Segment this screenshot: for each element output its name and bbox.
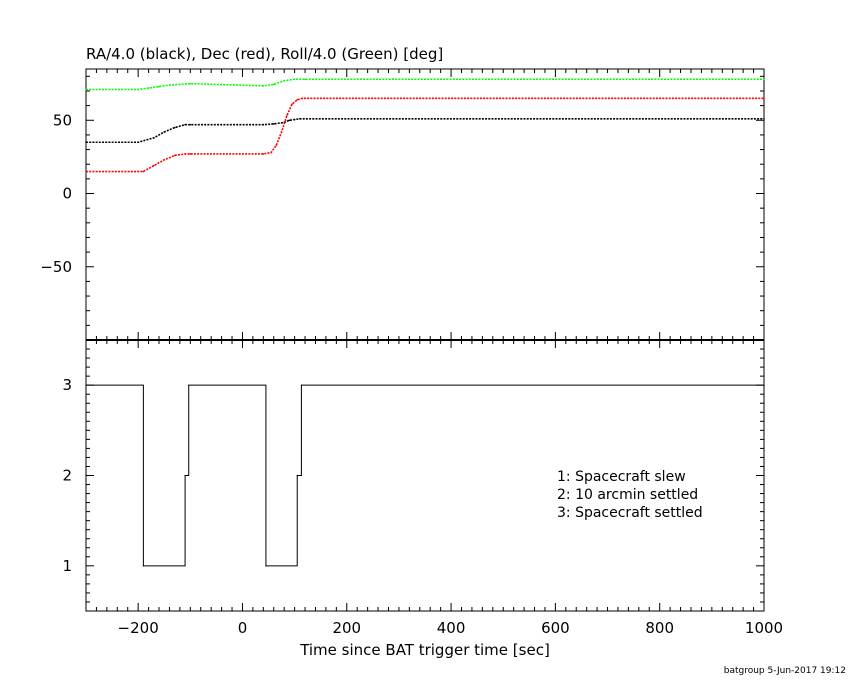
bottom-series-group: [85, 384, 765, 567]
data-point: [163, 159, 166, 161]
data-point: [184, 153, 186, 155]
x-tick-label: 200: [332, 619, 361, 637]
bottom-axis-ticks: [85, 339, 765, 612]
data-point: [275, 144, 278, 146]
y-tick-label: 0: [62, 185, 72, 203]
top-chart-title: RA/4.0 (black), Dec (red), Roll/4.0 (Gre…: [86, 45, 443, 63]
data-point: [291, 103, 293, 105]
data-point: [137, 141, 139, 144]
y-tick-label: 3: [62, 376, 72, 394]
data-point: [763, 97, 765, 100]
data-point: [142, 565, 144, 567]
series-line-2: [86, 78, 764, 91]
legend-line-3: 3: Spacecraft settled: [557, 505, 703, 521]
data-point: [189, 82, 192, 85]
data-point: [168, 84, 171, 86]
status-step-line: [86, 384, 764, 567]
data-point: [763, 118, 765, 120]
x-tick-label: 400: [437, 619, 466, 637]
data-point: [296, 98, 299, 101]
footer-credit: batgroup 5-Jun-2017 19:12: [724, 666, 846, 676]
data-point: [293, 78, 296, 81]
data-point: [763, 78, 765, 81]
tick-labels: −50 0 50 1 2 3 −200 0 200 400 600 800 1000: [40, 111, 783, 637]
data-point: [262, 85, 265, 87]
data-point: [270, 151, 272, 154]
data-point: [85, 141, 87, 144]
x-tick-label: 800: [645, 619, 674, 637]
data-point: [296, 474, 298, 477]
data-point: [147, 87, 150, 89]
data-point: [272, 123, 275, 125]
data-point: [265, 565, 267, 567]
data-point: [262, 123, 265, 126]
y-tick-label: −50: [40, 258, 72, 276]
data-point: [189, 123, 192, 126]
y-tick-label: 50: [53, 111, 72, 129]
data-point: [763, 384, 765, 386]
data-point: [173, 154, 176, 157]
y-tick-label: 2: [62, 467, 72, 485]
data-point: [283, 79, 285, 82]
data-point: [163, 131, 166, 133]
legend-line-1: 1: Spacecraft slew: [557, 469, 686, 485]
data-point: [179, 83, 181, 86]
data-point: [173, 126, 176, 129]
data-point: [300, 384, 302, 386]
data-point: [288, 119, 291, 122]
x-axis-label: Time since BAT trigger time [sec]: [299, 641, 550, 659]
data-point: [153, 164, 155, 167]
data-point: [272, 83, 275, 86]
data-point: [262, 153, 265, 155]
data-point: [137, 88, 139, 91]
legend-line-2: 2: 10 arcmin settled: [557, 487, 698, 503]
data-point: [188, 384, 190, 386]
data-point: [301, 97, 304, 100]
data-point: [184, 474, 186, 477]
x-tick-label: −200: [118, 619, 159, 637]
top-series-group: [85, 78, 765, 173]
x-tick-label: 0: [238, 619, 248, 637]
data-point: [158, 85, 160, 88]
top-panel-frame: [85, 68, 765, 341]
series-line-0: [86, 118, 764, 144]
y-tick-label: 1: [62, 557, 72, 575]
data-point: [85, 88, 87, 91]
series-line-1: [86, 97, 764, 173]
data-point: [85, 170, 87, 173]
data-point: [293, 118, 296, 121]
data-point: [142, 170, 145, 173]
x-tick-label: 600: [541, 619, 570, 637]
data-point: [299, 118, 301, 120]
x-tick-label: 1000: [745, 619, 783, 637]
data-point: [153, 137, 155, 139]
data-point: [280, 131, 283, 133]
data-point: [285, 115, 288, 117]
data-point: [85, 384, 87, 386]
top-axis-ticks: [85, 69, 765, 341]
data-point: [304, 78, 306, 81]
data-point: [189, 153, 192, 155]
data-point: [184, 123, 186, 126]
